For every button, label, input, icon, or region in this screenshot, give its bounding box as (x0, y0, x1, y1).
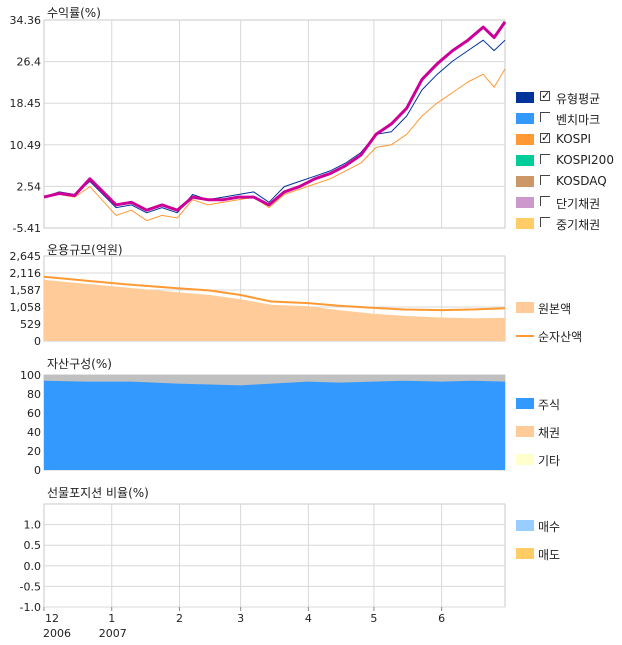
y-tick-label: 2,116 (10, 267, 42, 280)
y-tick-label: 0.0 (24, 560, 42, 573)
y-tick-label: 1,058 (10, 301, 42, 314)
aum-chart-title: 운용규모(억원) (47, 243, 123, 257)
legend-label: 주식 (538, 398, 561, 412)
legend-swatch (516, 113, 534, 124)
x-tick-label: 12 (45, 612, 59, 625)
plot-area (43, 19, 506, 229)
legend-label: KOSPI200 (556, 153, 614, 167)
y-tick-label: 2.54 (17, 180, 42, 193)
legend-label: 순자산액 (538, 330, 583, 344)
legend-swatch (516, 218, 534, 229)
legend-swatch (516, 520, 534, 531)
legend-label: KOSPI (556, 132, 592, 146)
legend-swatch (516, 176, 534, 187)
y-tick-label: 1.0 (24, 519, 42, 532)
legend-line-swatch (516, 335, 534, 337)
legend-swatch (516, 134, 534, 145)
y-tick-label: 0 (34, 464, 41, 477)
series-line-kospi (43, 68, 506, 222)
x-tick-label: 1 (108, 612, 115, 625)
y-tick-label: 0 (34, 335, 41, 348)
legend-label: 원본액 (538, 302, 572, 316)
legend-swatch (516, 197, 534, 208)
legend-checkbox-icon[interactable] (540, 154, 550, 164)
y-tick-label: 100 (20, 369, 41, 382)
legend-label: 매수 (538, 520, 561, 534)
legend-swatch (516, 426, 534, 437)
legend-checkbox-icon[interactable] (540, 89, 550, 102)
legend-checkbox-icon[interactable] (540, 217, 550, 227)
y-tick-label: 529 (20, 318, 41, 331)
y-tick-label: 18.45 (10, 97, 42, 110)
legend-swatch (516, 302, 534, 313)
legend-swatch (516, 155, 534, 166)
legend-label: 중기채권 (556, 218, 601, 232)
legend-swatch (516, 548, 534, 559)
futures-chart-title: 선물포지션 비율(%) (47, 486, 149, 500)
area-principal (44, 279, 505, 341)
legend-label: 기타 (538, 454, 561, 468)
area-stock (44, 380, 505, 470)
legend-swatch (516, 398, 534, 409)
y-tick-label: 80 (27, 388, 41, 401)
y-tick-label: 20 (27, 445, 41, 458)
x-tick-label: 5 (370, 612, 377, 625)
series-line-net-asset (43, 275, 506, 312)
legend-swatch (516, 454, 534, 465)
y-tick-label: 60 (27, 407, 41, 420)
series-line-group-avg (43, 39, 506, 214)
return-chart-title: 수익률(%) (47, 6, 101, 20)
legend-label: KOSDAQ (556, 174, 607, 188)
y-tick-label: 1,587 (10, 284, 42, 297)
asset-mix-chart-title: 자산구성(%) (47, 357, 112, 371)
x-tick-label: 2 (176, 612, 183, 625)
y-tick-label: 0.5 (24, 539, 42, 552)
series-line-fund (43, 21, 507, 212)
x-tick-label: 3 (237, 612, 244, 625)
x-tick-label: 6 (438, 612, 445, 625)
plot-area (43, 503, 506, 608)
legend-checkbox-icon[interactable] (540, 196, 550, 206)
y-tick-label: 2,645 (10, 250, 42, 263)
x-year-label: 2006 (43, 627, 71, 640)
legend-label: 벤치마크 (556, 113, 601, 127)
legend-swatch (516, 92, 534, 103)
y-tick-label: 34.36 (10, 14, 42, 27)
y-tick-label: -5.41 (13, 222, 41, 235)
legend-checkbox-icon[interactable] (540, 131, 550, 144)
y-tick-label: 40 (27, 426, 41, 439)
legend-label: 단기채권 (556, 197, 601, 211)
x-tick-label: 4 (305, 612, 312, 625)
legend-checkbox-icon[interactable] (540, 175, 550, 185)
x-year-label: 2007 (99, 627, 127, 640)
legend-label: 채권 (538, 426, 561, 440)
y-tick-label: -1.0 (20, 601, 41, 614)
legend-checkbox-icon[interactable] (540, 112, 550, 122)
y-tick-label: 26.4 (17, 56, 42, 69)
legend-label: 유형평균 (556, 92, 601, 106)
y-tick-label: 10.49 (10, 139, 42, 152)
y-tick-label: -0.5 (20, 580, 41, 593)
legend-label: 매도 (538, 548, 561, 562)
